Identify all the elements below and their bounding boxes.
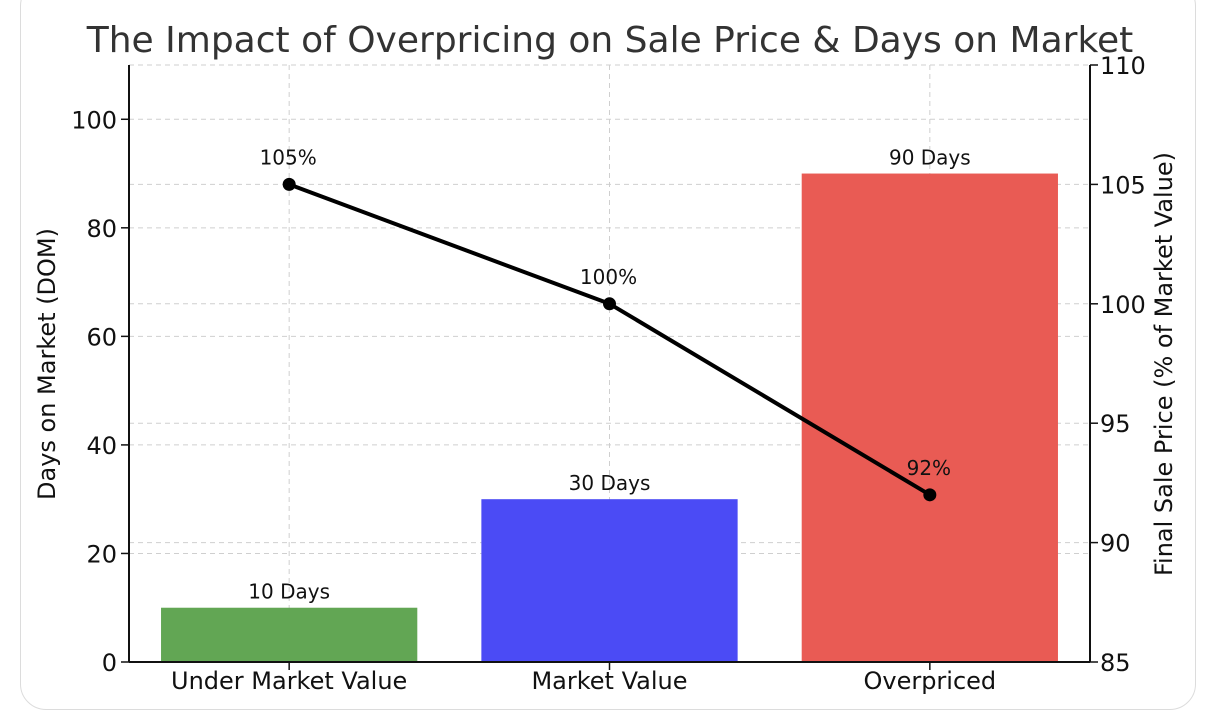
bar-3 [801, 173, 1058, 662]
bar-1 [161, 607, 418, 662]
x-tick-label: Overpriced [863, 667, 996, 695]
y2-axis-label: Final Sale Price (% of Market Value) [1150, 152, 1178, 576]
price-point [282, 177, 296, 191]
y-tick-label: 40 [86, 432, 117, 460]
y-tick-label: 0 [102, 649, 117, 677]
y2-tick-label: 100 [1100, 291, 1146, 319]
y2-tick-label: 95 [1100, 410, 1131, 438]
y-tick-label: 100 [71, 106, 117, 134]
bar-label: 90 Days [889, 146, 971, 170]
line-series-layer: 105% 100% 92% [260, 145, 951, 502]
y-tick-label: 20 [86, 540, 117, 568]
bar-2 [481, 499, 738, 662]
bar-label: 30 Days [569, 471, 651, 495]
y2-tick-label: 85 [1100, 649, 1131, 677]
y2-tick-label: 110 [1100, 52, 1146, 80]
bars-layer: 10 Days 30 Days 90 Days [161, 146, 1058, 662]
price-point-label: 105% [260, 145, 317, 169]
axes-layer: 0 20 40 60 80 100 85 90 95 100 105 110 Under Market … [71, 52, 1146, 695]
y-tick-label: 80 [86, 215, 117, 243]
x-tick-label: Under Market Value [171, 667, 407, 695]
price-point-label: 92% [907, 456, 951, 480]
x-tick-label: Market Value [531, 667, 687, 695]
y2-tick-label: 90 [1100, 530, 1131, 558]
price-point-label: 100% [580, 265, 637, 289]
price-point [923, 488, 937, 502]
price-point [603, 297, 616, 311]
bar-label: 10 Days [248, 580, 330, 604]
y-tick-label: 60 [86, 323, 117, 351]
y-axis-label: Days on Market (DOM) [33, 228, 61, 500]
chart-title: The Impact of Overpricing on Sale Price … [86, 20, 1134, 61]
y2-tick-label: 105 [1100, 171, 1146, 199]
